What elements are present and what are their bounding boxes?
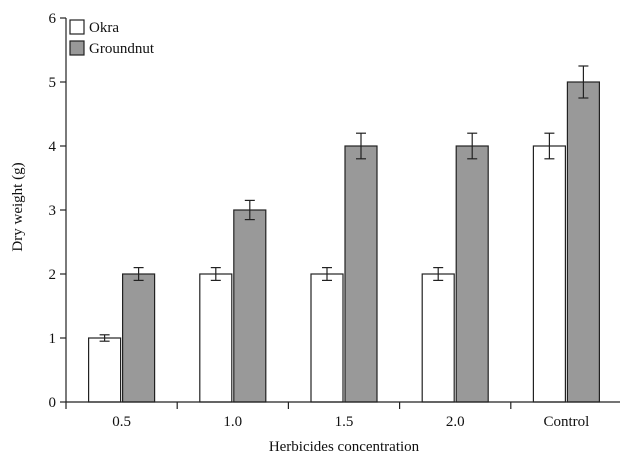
y-tick-label: 0 <box>49 395 57 411</box>
legend-swatch-groundnut <box>69 40 85 56</box>
x-tick-label: 0.5 <box>112 414 131 430</box>
y-tick-label: 4 <box>49 139 57 155</box>
y-tick-label: 2 <box>49 267 57 283</box>
legend-label-groundnut: Groundnut <box>89 41 155 57</box>
bar-okra-control <box>532 145 567 403</box>
y-tick-label: 1 <box>49 331 57 347</box>
x-axis-title: Herbicides concentration <box>269 439 420 455</box>
legend: Okra Groundnut <box>69 19 155 57</box>
y-tick-label: 5 <box>49 75 57 91</box>
y-tick-label: 3 <box>49 203 57 219</box>
y-axis-title: Dry weight (g) <box>10 162 26 251</box>
legend-label-okra: Okra <box>89 20 119 36</box>
bar-groundnut-control <box>566 81 601 403</box>
bar-okra-1.5 <box>310 273 344 403</box>
y-tick-label: 6 <box>49 11 57 27</box>
x-tick-label: Control <box>543 414 589 430</box>
x-tick-label: 2.0 <box>446 414 465 430</box>
bars-layer <box>87 65 601 403</box>
bar-groundnut-1.5 <box>344 145 378 403</box>
bar-okra-1.0 <box>199 273 233 403</box>
x-tick-label: 1.0 <box>223 414 242 430</box>
bar-okra-2.0 <box>421 273 455 403</box>
axes-layer: 0 1 2 3 4 5 6 0.5 1.0 1.5 2.0 Control <box>49 11 620 430</box>
bar-okra-0.5 <box>87 337 122 403</box>
bar-groundnut-1.0 <box>233 209 267 403</box>
x-tick-label: 1.5 <box>335 414 354 430</box>
bar-groundnut-2.0 <box>455 145 489 403</box>
bar-groundnut-0.5 <box>121 273 156 403</box>
legend-swatch-okra <box>69 19 85 35</box>
